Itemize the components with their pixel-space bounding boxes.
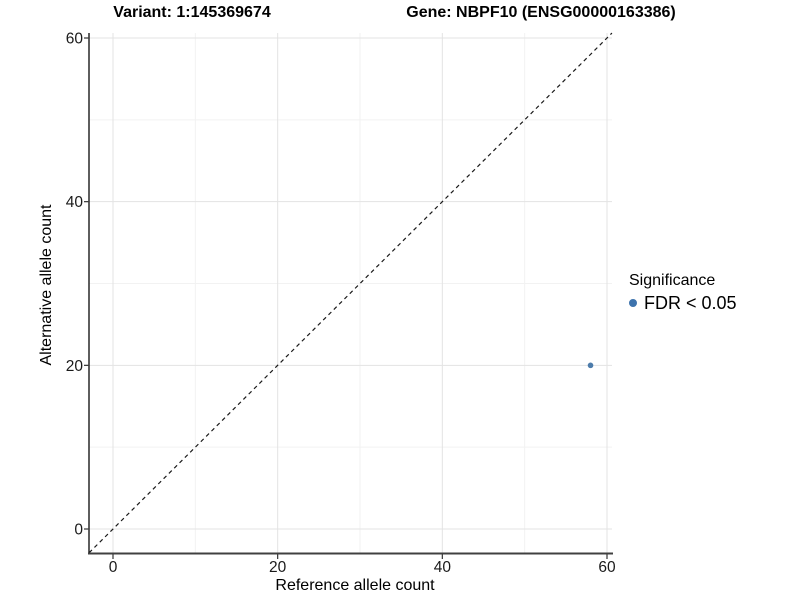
- x-tick-label: 0: [109, 559, 118, 576]
- y-tick-label: 60: [66, 31, 84, 48]
- legend: Significance FDR < 0.05: [629, 272, 737, 313]
- y-tick-label: 40: [66, 194, 84, 211]
- y-tick-label: 0: [74, 522, 83, 539]
- x-tick-label: 40: [434, 559, 452, 576]
- y-axis-title: Alternative allele count: [38, 204, 55, 366]
- x-tick-label: 20: [269, 559, 287, 576]
- legend-item-label: FDR < 0.05: [644, 292, 737, 313]
- legend-item: FDR < 0.05: [629, 293, 737, 313]
- x-tick-label: 60: [598, 559, 616, 576]
- data-point: [587, 362, 594, 369]
- legend-point-icon: [629, 299, 637, 307]
- plot-title-variant: Variant: 1:145369674: [113, 4, 271, 21]
- y-tick-label: 20: [66, 358, 84, 375]
- identity-line: [88, 32, 613, 554]
- x-axis-title: Reference allele count: [275, 577, 435, 594]
- plot-title-gene: Gene: NBPF10 (ENSG00000163386): [406, 4, 676, 21]
- legend-title: Significance: [629, 272, 716, 289]
